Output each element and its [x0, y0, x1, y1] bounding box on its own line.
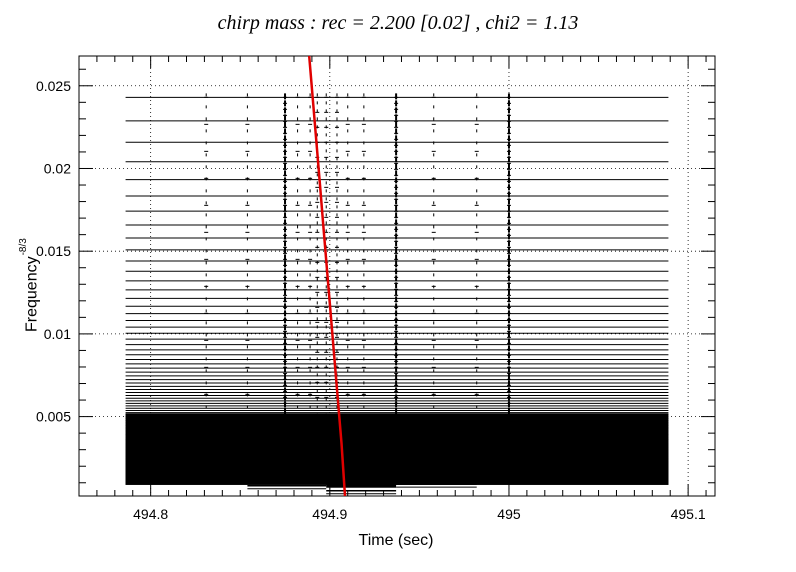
- x-tick-label: 494.9: [312, 506, 347, 522]
- low-band-segment: [476, 469, 669, 472]
- low-band-segment: [396, 469, 477, 482]
- y-axis-title-wrap: Frequency-8/3: [18, 238, 41, 332]
- x-tick-label: 495.1: [671, 506, 706, 522]
- band-dense-region: [125, 413, 669, 473]
- y-tick-label: 0.01: [44, 326, 71, 342]
- y-tick-label: 0.02: [44, 160, 71, 176]
- low-band-segment: [206, 469, 248, 478]
- tick-labels: 494.8 494.9 495 495.1 0.005 0.01 0.015 0.02 0.02…: [36, 78, 706, 522]
- x-axis-title: Time (sec): [358, 532, 434, 549]
- y-tick-label: 0.005: [36, 409, 71, 425]
- x-tick-label: 494.8: [133, 506, 168, 522]
- chart-title: chirp mass : rec = 2.200 [0.02] , chi2 =…: [217, 12, 579, 34]
- low-band-segment: [125, 469, 207, 475]
- low-band-segment: [247, 469, 327, 483]
- axis-ticks: [78, 56, 715, 496]
- y-tick-label: 0.015: [36, 243, 71, 259]
- x-tick-label: 495: [497, 506, 521, 522]
- y-axis-title: Frequency: [23, 256, 41, 332]
- y-tick-label: 0.025: [36, 78, 71, 94]
- plot-frame: [78, 55, 716, 497]
- y-axis-exponent: -8/3: [18, 238, 29, 256]
- fit-curve-group: [307, 56, 347, 496]
- fit-curve: [307, 56, 347, 496]
